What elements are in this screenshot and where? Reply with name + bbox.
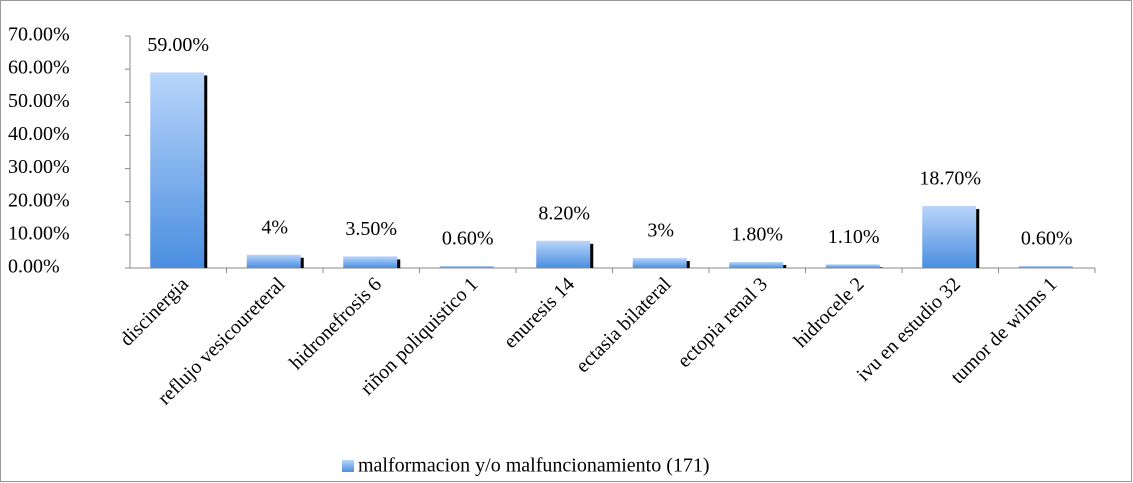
data-label: 3.50% [345, 218, 397, 240]
y-tick-label: 20.00% [8, 189, 70, 211]
data-label: 18.70% [919, 168, 981, 190]
bar [246, 254, 301, 268]
y-tick-label: 50.00% [8, 90, 70, 112]
bar [150, 72, 205, 268]
y-tick-label: 0.00% [8, 256, 60, 278]
bar-shadow [684, 261, 690, 268]
bar-shadow [298, 257, 304, 268]
y-tick-label: 10.00% [8, 222, 70, 244]
data-label: 0.60% [1021, 228, 1073, 250]
data-label: 8.20% [538, 202, 590, 224]
y-tick-label: 30.00% [8, 156, 70, 178]
y-tick-label: 70.00% [8, 24, 70, 46]
data-label: 3% [647, 220, 674, 242]
bar [825, 264, 880, 268]
legend-swatch [342, 460, 354, 472]
y-tick-label: 60.00% [8, 57, 70, 79]
bar [1018, 266, 1073, 268]
bar-shadow [202, 75, 208, 268]
bar-shadow [588, 243, 594, 268]
bar [922, 206, 977, 268]
data-label: 1.10% [828, 226, 880, 248]
bar [729, 262, 784, 268]
bar [632, 258, 687, 268]
bar-shadow [395, 259, 401, 268]
y-tick-label: 40.00% [8, 123, 70, 145]
bar-shadow [781, 265, 787, 268]
legend-label: malformacion y/o malfuncionamiento (171) [358, 455, 710, 477]
bar-shadow [974, 209, 980, 268]
data-label: 0.60% [442, 228, 494, 250]
data-label: 59.00% [147, 34, 209, 56]
data-label: 4% [261, 216, 288, 238]
data-label: 1.80% [731, 224, 783, 246]
bar-shadow [877, 267, 883, 268]
bar [536, 240, 591, 268]
bar [343, 256, 398, 268]
bar [439, 266, 494, 268]
